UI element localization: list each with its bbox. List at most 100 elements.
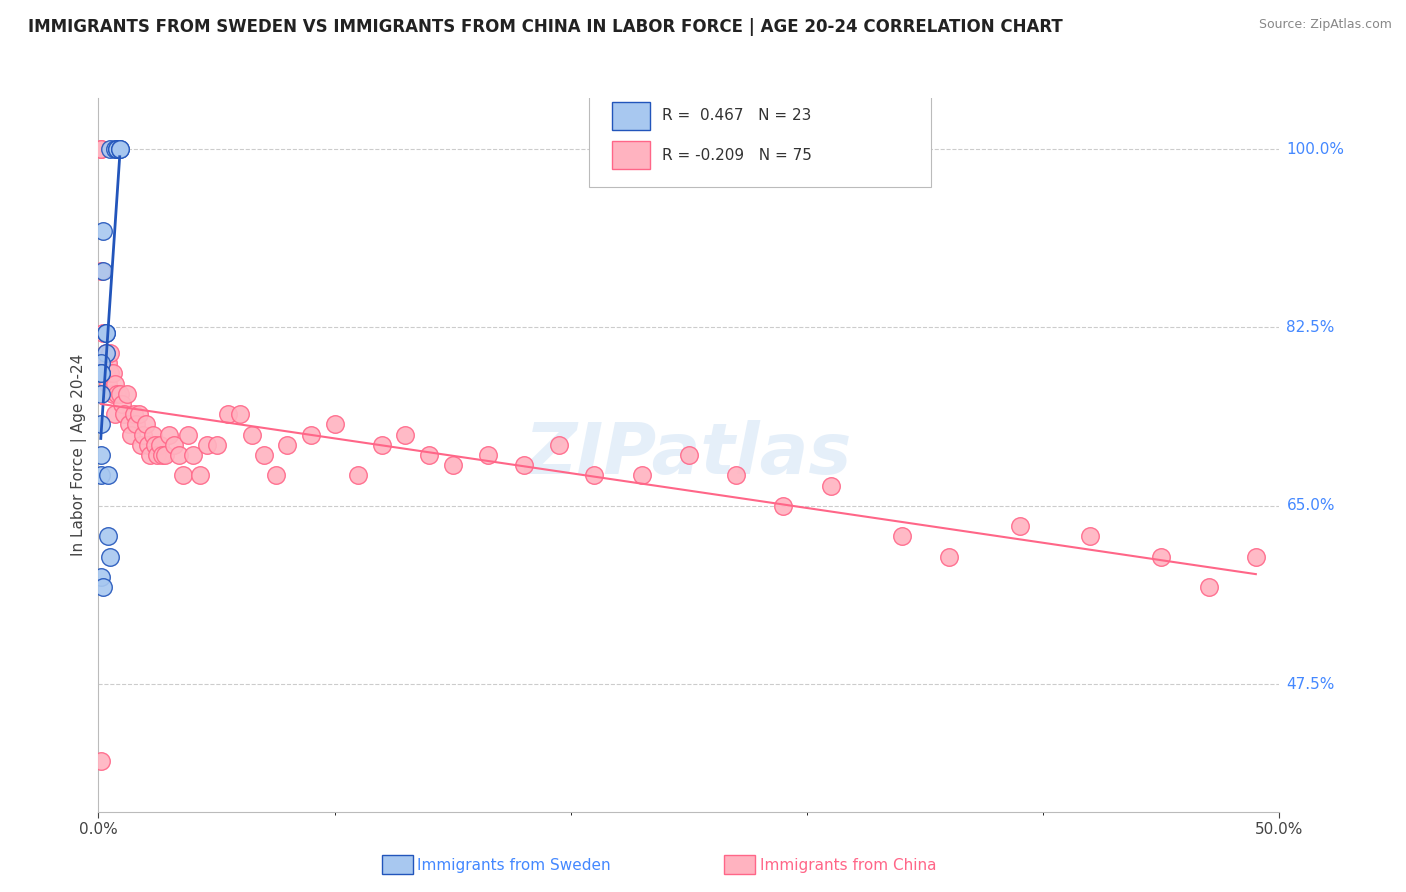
Point bbox=[163, 438, 186, 452]
Point bbox=[1080, 529, 1102, 543]
Point bbox=[94, 367, 117, 381]
Point bbox=[112, 407, 135, 421]
Point bbox=[98, 346, 121, 360]
Point bbox=[94, 326, 117, 340]
Point bbox=[91, 224, 114, 238]
Point bbox=[111, 397, 134, 411]
Point bbox=[167, 448, 190, 462]
Point bbox=[91, 356, 114, 370]
Point bbox=[108, 386, 131, 401]
Point bbox=[104, 407, 127, 421]
Point bbox=[441, 458, 464, 472]
Point bbox=[177, 427, 200, 442]
Point bbox=[90, 142, 112, 156]
Point bbox=[122, 407, 145, 421]
Point bbox=[394, 427, 416, 442]
Point bbox=[94, 346, 117, 360]
Point bbox=[157, 427, 180, 442]
Point bbox=[129, 438, 152, 452]
Point bbox=[115, 386, 138, 401]
Point bbox=[104, 376, 127, 391]
Point bbox=[772, 499, 794, 513]
Y-axis label: In Labor Force | Age 20-24: In Labor Force | Age 20-24 bbox=[72, 354, 87, 556]
FancyBboxPatch shape bbox=[589, 87, 931, 187]
Point bbox=[97, 376, 120, 391]
Point bbox=[125, 417, 148, 432]
Point bbox=[217, 407, 239, 421]
Point bbox=[91, 264, 114, 278]
Point bbox=[149, 438, 172, 452]
Point bbox=[91, 326, 114, 340]
Point bbox=[105, 142, 128, 156]
Point bbox=[90, 264, 112, 278]
Point bbox=[136, 438, 159, 452]
Point bbox=[128, 407, 150, 421]
Point bbox=[181, 448, 204, 462]
Point bbox=[97, 529, 120, 543]
Point bbox=[98, 549, 121, 564]
Point bbox=[299, 427, 322, 442]
Point bbox=[94, 326, 117, 340]
Point bbox=[1008, 519, 1031, 533]
Point bbox=[90, 367, 112, 381]
Text: Source: ZipAtlas.com: Source: ZipAtlas.com bbox=[1258, 18, 1392, 31]
Point bbox=[135, 417, 157, 432]
Point bbox=[890, 529, 912, 543]
Point bbox=[90, 417, 112, 432]
Point bbox=[253, 448, 276, 462]
Point bbox=[630, 468, 652, 483]
Point bbox=[548, 438, 571, 452]
Point bbox=[97, 356, 120, 370]
Point bbox=[323, 417, 346, 432]
Point bbox=[108, 142, 131, 156]
Point bbox=[132, 427, 155, 442]
Point bbox=[172, 468, 194, 483]
Point bbox=[583, 468, 606, 483]
Point bbox=[101, 367, 124, 381]
Point bbox=[108, 142, 131, 156]
Point bbox=[90, 468, 112, 483]
Text: R =  0.467   N = 23: R = 0.467 N = 23 bbox=[662, 109, 811, 123]
Point bbox=[91, 581, 114, 595]
Point bbox=[150, 448, 173, 462]
Point bbox=[195, 438, 218, 452]
Point bbox=[146, 448, 169, 462]
Point bbox=[90, 386, 112, 401]
Text: Immigrants from Sweden: Immigrants from Sweden bbox=[418, 858, 610, 872]
Point bbox=[118, 417, 141, 432]
Point bbox=[90, 367, 112, 381]
Point bbox=[139, 448, 162, 462]
Point bbox=[121, 427, 143, 442]
Point bbox=[98, 367, 121, 381]
Point bbox=[276, 438, 298, 452]
Point bbox=[1244, 549, 1267, 564]
Point bbox=[477, 448, 499, 462]
Text: 82.5%: 82.5% bbox=[1286, 320, 1334, 335]
Text: 65.0%: 65.0% bbox=[1286, 499, 1334, 514]
Point bbox=[678, 448, 700, 462]
Text: 100.0%: 100.0% bbox=[1286, 142, 1344, 157]
Point bbox=[98, 142, 121, 156]
Text: R = -0.209   N = 75: R = -0.209 N = 75 bbox=[662, 148, 811, 162]
Point bbox=[347, 468, 370, 483]
Point bbox=[101, 386, 124, 401]
Point bbox=[725, 468, 748, 483]
Point bbox=[90, 754, 112, 768]
Point bbox=[1150, 549, 1173, 564]
Text: IMMIGRANTS FROM SWEDEN VS IMMIGRANTS FROM CHINA IN LABOR FORCE | AGE 20-24 CORRE: IMMIGRANTS FROM SWEDEN VS IMMIGRANTS FRO… bbox=[28, 18, 1063, 36]
Point bbox=[512, 458, 534, 472]
Point bbox=[938, 549, 960, 564]
Point bbox=[142, 427, 165, 442]
Point bbox=[90, 570, 112, 584]
Point bbox=[104, 142, 127, 156]
Point bbox=[90, 142, 112, 156]
Point bbox=[90, 356, 112, 370]
Point bbox=[229, 407, 252, 421]
Text: ZIPatlas: ZIPatlas bbox=[526, 420, 852, 490]
Bar bbox=[612, 102, 650, 130]
Text: Immigrants from China: Immigrants from China bbox=[759, 858, 936, 872]
Point bbox=[105, 386, 128, 401]
Point bbox=[240, 427, 263, 442]
Point bbox=[90, 448, 112, 462]
Point bbox=[188, 468, 211, 483]
